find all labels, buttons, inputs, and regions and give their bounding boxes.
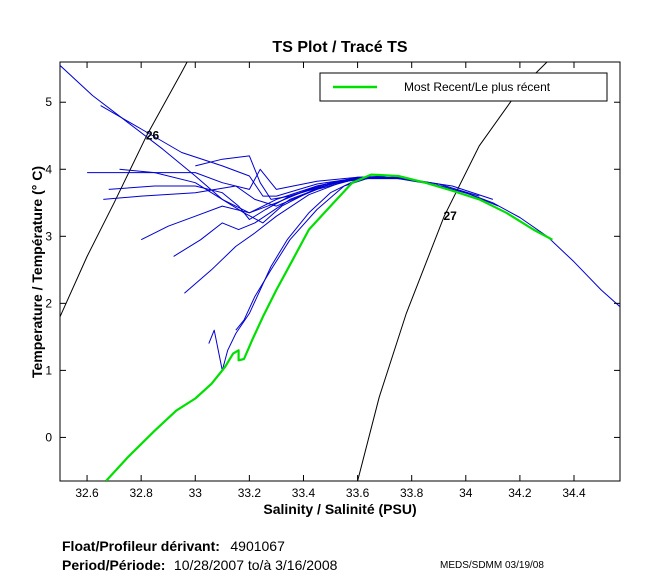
x-tick-label: 34 bbox=[459, 486, 473, 500]
contour-label: 27 bbox=[443, 209, 457, 223]
x-tick-label: 33.4 bbox=[292, 486, 316, 500]
x-tick-label: 33.6 bbox=[346, 486, 370, 500]
y-tick-label: 3 bbox=[45, 229, 52, 243]
y-tick-label: 0 bbox=[45, 430, 52, 444]
float-id: 4901067 bbox=[230, 538, 285, 554]
contour-label: 26 bbox=[146, 129, 160, 143]
series-profile-11 bbox=[184, 176, 380, 294]
x-tick-label: 32.8 bbox=[129, 486, 153, 500]
period-line: Period/Période: 10/28/2007 to/à 3/16/200… bbox=[62, 557, 337, 575]
series-profile-12 bbox=[208, 176, 385, 371]
x-tick-label: 34.4 bbox=[562, 486, 586, 500]
x-tick-label: 32.6 bbox=[75, 486, 99, 500]
series-profile-5 bbox=[103, 178, 439, 207]
float-line: Float/Profileur dérivant: 4901067 bbox=[62, 538, 285, 556]
legend-label: Most Recent/Le plus récent bbox=[404, 80, 551, 94]
series-most-recent bbox=[105, 173, 553, 481]
plot-frame bbox=[59, 61, 621, 482]
y-ticks: 0 1 2 3 4 5 bbox=[45, 95, 620, 444]
float-label: Float/Profileur dérivant: bbox=[62, 538, 220, 554]
y-tick-label: 5 bbox=[45, 95, 52, 109]
y-axis-label: Temperature / Température (° C) bbox=[29, 166, 45, 378]
y-tick-label: 2 bbox=[45, 296, 52, 310]
y-tick-label: 4 bbox=[45, 162, 52, 176]
x-ticks: 32.6 32.8 33 33.2 33.4 33.6 33.8 34 34.2 34.4 bbox=[75, 62, 586, 500]
period-label: Period/Période: bbox=[62, 557, 166, 573]
y-tick-label: 1 bbox=[45, 363, 52, 377]
x-tick-label: 34.2 bbox=[508, 486, 532, 500]
chart-title: TS Plot / Tracé TS bbox=[272, 39, 407, 56]
x-axis-label: Salinity / Salinité (PSU) bbox=[263, 501, 416, 517]
credit: MEDS/SDMM 03/19/08 bbox=[440, 560, 544, 571]
contour-labels: 26 27 bbox=[146, 129, 457, 223]
x-tick-label: 33.8 bbox=[400, 486, 424, 500]
legend: Most Recent/Le plus récent bbox=[319, 72, 608, 102]
x-tick-label: 33.2 bbox=[238, 486, 262, 500]
x-tick-label: 33 bbox=[189, 486, 203, 500]
series-lines bbox=[60, 65, 620, 481]
density-contour-26 bbox=[60, 62, 188, 318]
period-value: 10/28/2007 to/à 3/16/2008 bbox=[173, 557, 338, 573]
series-profile-13 bbox=[235, 176, 372, 331]
series-profile-9 bbox=[140, 176, 385, 241]
series-profile-10 bbox=[173, 176, 372, 257]
